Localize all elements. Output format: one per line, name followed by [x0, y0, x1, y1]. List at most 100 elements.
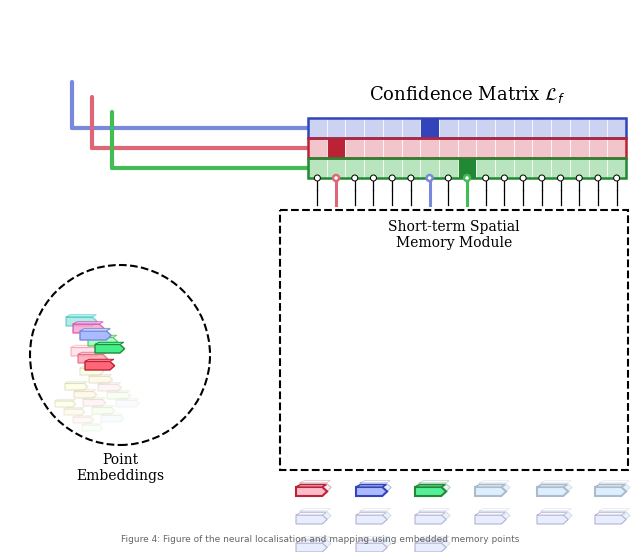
Polygon shape [95, 342, 124, 344]
Polygon shape [360, 539, 391, 548]
Polygon shape [300, 481, 330, 483]
Bar [551, 158, 570, 178]
Bar [420, 118, 439, 138]
Circle shape [539, 175, 545, 181]
Polygon shape [78, 352, 107, 354]
Polygon shape [419, 483, 450, 492]
Polygon shape [599, 509, 629, 511]
Polygon shape [595, 485, 625, 487]
Bar [364, 138, 383, 158]
Polygon shape [415, 515, 446, 524]
Polygon shape [83, 398, 105, 400]
Bar [495, 158, 514, 178]
Polygon shape [296, 543, 327, 552]
Polygon shape [599, 483, 630, 492]
Bar [401, 138, 420, 158]
Bar [308, 158, 326, 178]
Polygon shape [479, 511, 510, 520]
Bar [364, 118, 383, 138]
Circle shape [614, 175, 620, 181]
Polygon shape [541, 483, 572, 492]
Text: Short-term Spatial
Memory Module: Short-term Spatial Memory Module [388, 220, 520, 250]
Polygon shape [419, 537, 449, 539]
Polygon shape [80, 367, 103, 368]
Polygon shape [296, 485, 326, 487]
Polygon shape [74, 391, 97, 398]
Polygon shape [415, 487, 446, 496]
Polygon shape [479, 483, 510, 492]
Polygon shape [356, 513, 387, 515]
Polygon shape [537, 487, 568, 496]
Bar [570, 118, 589, 138]
Bar [308, 118, 326, 138]
Polygon shape [101, 414, 123, 416]
Polygon shape [55, 401, 76, 407]
Polygon shape [101, 416, 124, 422]
Bar [514, 118, 532, 138]
Polygon shape [356, 543, 387, 552]
Circle shape [483, 175, 489, 181]
Circle shape [520, 175, 526, 181]
Polygon shape [65, 382, 87, 384]
Polygon shape [116, 399, 139, 400]
Polygon shape [296, 515, 327, 524]
Polygon shape [98, 383, 121, 384]
Circle shape [595, 175, 601, 181]
Circle shape [314, 175, 321, 181]
Polygon shape [360, 537, 390, 539]
Bar [458, 138, 476, 158]
Polygon shape [65, 384, 88, 390]
Bar [439, 138, 458, 158]
Circle shape [557, 175, 564, 181]
Polygon shape [82, 425, 103, 431]
Polygon shape [81, 328, 110, 331]
Polygon shape [64, 407, 84, 409]
Polygon shape [415, 485, 445, 487]
Circle shape [445, 175, 451, 181]
Bar [514, 138, 532, 158]
Polygon shape [419, 539, 450, 548]
Bar [476, 138, 495, 158]
Polygon shape [80, 329, 110, 331]
Polygon shape [80, 331, 111, 340]
Bar [476, 118, 495, 138]
Bar [476, 158, 495, 178]
Bar [364, 158, 383, 178]
Polygon shape [55, 400, 76, 401]
Bar [308, 138, 626, 158]
Polygon shape [300, 511, 331, 520]
Polygon shape [300, 537, 330, 539]
Bar [458, 158, 476, 178]
Polygon shape [356, 541, 387, 543]
Polygon shape [415, 541, 445, 543]
Polygon shape [300, 483, 331, 492]
Polygon shape [419, 511, 450, 520]
Bar [589, 158, 607, 178]
Polygon shape [73, 417, 94, 423]
Polygon shape [80, 368, 104, 375]
Polygon shape [95, 344, 125, 353]
Bar [532, 138, 551, 158]
Polygon shape [92, 407, 115, 414]
Polygon shape [595, 515, 626, 524]
Bar [401, 158, 420, 178]
Polygon shape [296, 513, 326, 515]
Polygon shape [479, 509, 509, 511]
Polygon shape [107, 392, 131, 399]
Text: Point
Embeddings: Point Embeddings [76, 453, 164, 483]
Polygon shape [81, 331, 111, 339]
Polygon shape [595, 487, 626, 496]
Polygon shape [360, 511, 391, 520]
Polygon shape [537, 515, 568, 524]
Bar [420, 138, 439, 158]
Bar [570, 138, 589, 158]
Text: Confidence Matrix $\mathcal{L}_f$: Confidence Matrix $\mathcal{L}_f$ [369, 84, 565, 105]
Polygon shape [415, 543, 446, 552]
Bar [439, 158, 458, 178]
Bar [326, 158, 346, 178]
Polygon shape [419, 509, 449, 511]
Bar [458, 118, 476, 138]
Polygon shape [419, 481, 449, 483]
Polygon shape [88, 337, 118, 346]
Polygon shape [475, 485, 506, 487]
